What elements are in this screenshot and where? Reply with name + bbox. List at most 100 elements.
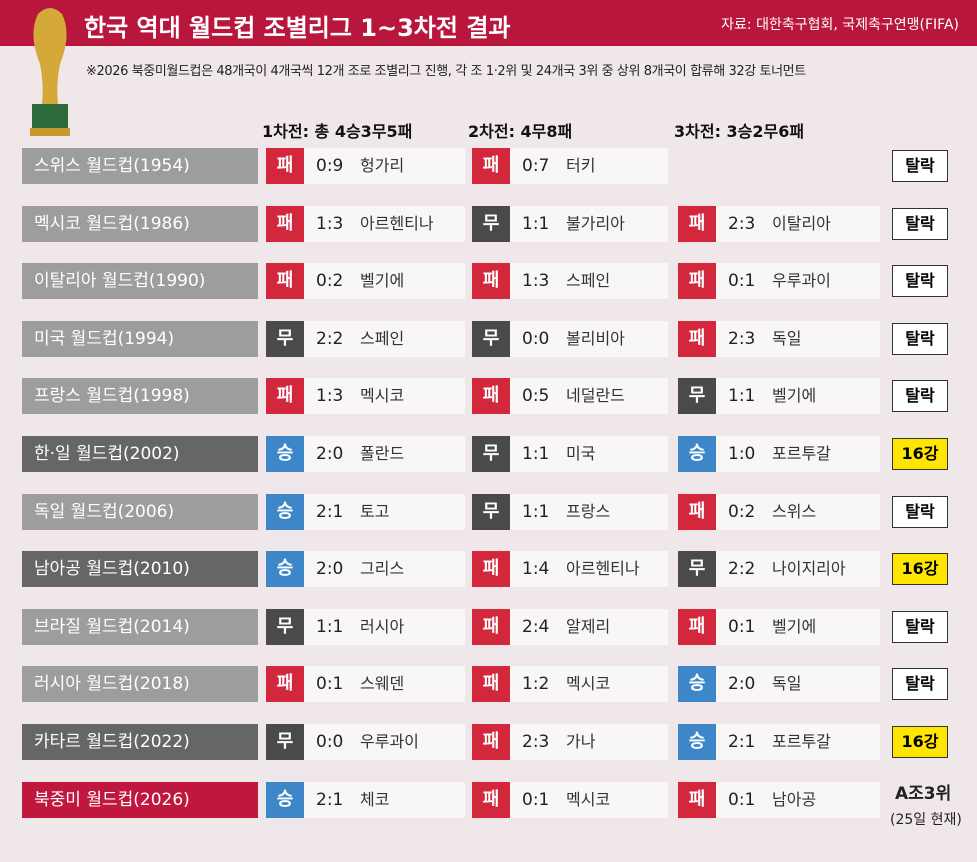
title: 한국 역대 월드컵 조별리그 1~3차전 결과: [84, 14, 511, 42]
opponent: 멕시코: [566, 789, 611, 809]
tournament-label: 러시아 월드컵(2018): [22, 666, 258, 703]
result-badge: 패: [266, 205, 304, 242]
score: 0:1: [728, 271, 756, 292]
outcome-box: 탈락: [892, 265, 948, 298]
opponent: 멕시코: [566, 674, 611, 694]
result-badge: 무: [266, 608, 304, 645]
result-badge: 승: [678, 724, 716, 760]
opponent: 프랑스: [566, 501, 611, 521]
score: 0:0: [522, 328, 550, 349]
result-badge: 승: [678, 436, 716, 472]
score: 1:2: [522, 674, 550, 695]
score: 1:1: [522, 213, 550, 234]
score: 1:0: [728, 444, 756, 464]
opponent: 알제리: [566, 616, 611, 636]
result-badge: 패: [472, 551, 510, 588]
result-badge: 패: [472, 148, 510, 184]
result-badge: 무: [266, 320, 304, 357]
result-badge: 무: [678, 378, 716, 415]
result-badge: 패: [472, 378, 510, 415]
outcome: A조3위: [895, 783, 952, 804]
result-badge: 승: [266, 781, 304, 818]
opponent: 그리스: [360, 559, 405, 579]
outcome-box: 탈락: [892, 668, 948, 701]
result-badge: 무: [472, 320, 510, 357]
result-badge: 패: [266, 378, 304, 415]
opponent: 포르투갈: [772, 444, 831, 463]
outcome-box: 탈락: [892, 495, 948, 528]
opponent: 스웨덴: [360, 674, 405, 694]
opponent: 이탈리아: [772, 213, 831, 233]
tournament-label: 이탈리아 월드컵(1990): [22, 263, 258, 300]
opponent: 미국: [566, 444, 596, 463]
tournament-label: 한·일 월드컵(2002): [22, 436, 258, 472]
result-badge: 무: [472, 493, 510, 530]
score: 1:1: [522, 501, 550, 522]
opponent: 독일: [772, 674, 802, 694]
opponent: 남아공: [772, 789, 817, 809]
score: 0:7: [522, 156, 550, 176]
opponent: 나이지리아: [772, 559, 846, 579]
score: 1:4: [522, 559, 550, 580]
score: 2:0: [316, 444, 344, 464]
score: 1:1: [316, 616, 344, 637]
outcome-box: 16강: [892, 726, 948, 758]
score: 0:2: [728, 501, 756, 522]
opponent: 스페인: [360, 328, 405, 348]
opponent: 아르헨티나: [566, 559, 640, 579]
result-badge: 패: [266, 263, 304, 300]
result-badge: 패: [472, 781, 510, 818]
opponent: 스페인: [566, 271, 611, 291]
opponent: 토고: [360, 501, 390, 521]
opponent: 네덜란드: [566, 386, 625, 406]
score: 0:5: [522, 386, 550, 407]
score: 2:4: [522, 616, 550, 637]
outcome-box: 탈락: [892, 150, 948, 182]
tournament-label: 멕시코 월드컵(1986): [22, 205, 258, 242]
opponent: 스위스: [772, 501, 817, 521]
score: 2:3: [522, 732, 550, 752]
opponent: 벨기에: [772, 386, 817, 406]
tournament-label: 미국 월드컵(1994): [22, 320, 258, 357]
result-badge: 무: [266, 724, 304, 760]
opponent: 독일: [772, 328, 802, 348]
opponent: 벨기에: [772, 616, 817, 636]
opponent: 터키: [566, 156, 596, 175]
result-badge: 승: [678, 666, 716, 703]
result-badge: 패: [678, 205, 716, 242]
result-badge: 승: [266, 551, 304, 588]
outcome-box: 탈락: [892, 322, 948, 355]
score: 2:3: [728, 213, 756, 234]
opponent: 러시아: [360, 616, 405, 636]
opponent: 헝가리: [360, 156, 405, 175]
score: 2:0: [316, 559, 344, 580]
note: ※2026 북중미월드컵은 48개국이 4개국씩 12개 조로 조별리그 진행,…: [86, 64, 806, 79]
opponent: 가나: [566, 732, 596, 751]
tournament-label: 프랑스 월드컵(1998): [22, 378, 258, 415]
result-badge: 패: [472, 666, 510, 703]
result-badge: 무: [472, 436, 510, 472]
column-header: 2차전: 4무8패: [468, 122, 573, 141]
result-badge: 패: [472, 608, 510, 645]
outcome-box: 16강: [892, 438, 948, 470]
tournament-label: 남아공 월드컵(2010): [22, 551, 258, 588]
opponent: 폴란드: [360, 444, 405, 463]
score: 2:1: [316, 501, 344, 522]
score: 1:3: [316, 386, 344, 407]
score: 2:2: [316, 328, 344, 349]
score: 2:1: [316, 789, 344, 810]
opponent: 아르헨티나: [360, 213, 434, 233]
result-badge: 패: [266, 148, 304, 184]
score: 0:1: [728, 616, 756, 637]
score: 0:1: [522, 789, 550, 810]
result-badge: 패: [678, 320, 716, 357]
column-header: 1차전: 총 4승3무5패: [262, 122, 413, 141]
opponent: 포르투갈: [772, 732, 831, 751]
tournament-label: 북중미 월드컵(2026): [22, 781, 258, 818]
header-bar: [0, 0, 977, 46]
result-badge: 패: [678, 608, 716, 645]
result-badge: 패: [266, 666, 304, 703]
result-badge: 무: [472, 205, 510, 242]
column-header: 3차전: 3승2무6패: [674, 122, 805, 141]
